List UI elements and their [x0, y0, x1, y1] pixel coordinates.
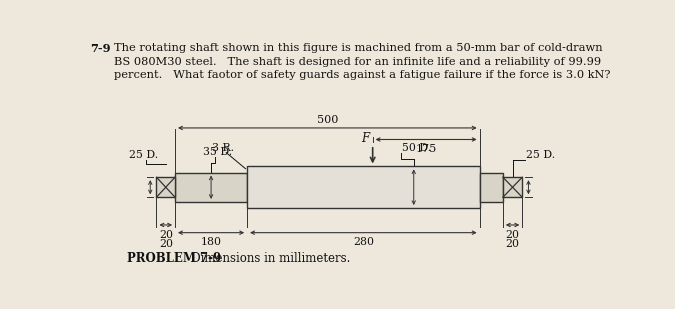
Bar [175, 173, 247, 202]
Text: 20: 20 [159, 230, 173, 239]
Text: 20: 20 [506, 239, 520, 249]
Text: 180: 180 [200, 237, 221, 247]
Text: 500: 500 [317, 115, 338, 125]
Text: PROBLEM 7-9: PROBLEM 7-9 [127, 252, 221, 265]
Text: The rotating shaft shown in this figure is machined from a 50-mm bar of cold-dra: The rotating shaft shown in this figure … [114, 43, 610, 80]
Text: F: F [360, 132, 369, 145]
Text: 20: 20 [506, 230, 520, 239]
Text: 25 D.: 25 D. [128, 150, 158, 160]
Bar [157, 177, 175, 197]
Bar [480, 173, 503, 202]
Text: 7-9: 7-9 [90, 43, 110, 54]
Text: 25 D.: 25 D. [526, 150, 556, 160]
Text: 280: 280 [353, 237, 374, 247]
Bar [503, 177, 522, 197]
Text: 3 R.: 3 R. [212, 142, 234, 153]
Text: 50 D.: 50 D. [402, 142, 431, 153]
Text: 20: 20 [159, 239, 173, 249]
Text: 175: 175 [416, 144, 437, 154]
Bar [247, 167, 480, 208]
Text: Dimensions in millimeters.: Dimensions in millimeters. [180, 252, 350, 265]
Text: 35 D.: 35 D. [203, 147, 232, 157]
